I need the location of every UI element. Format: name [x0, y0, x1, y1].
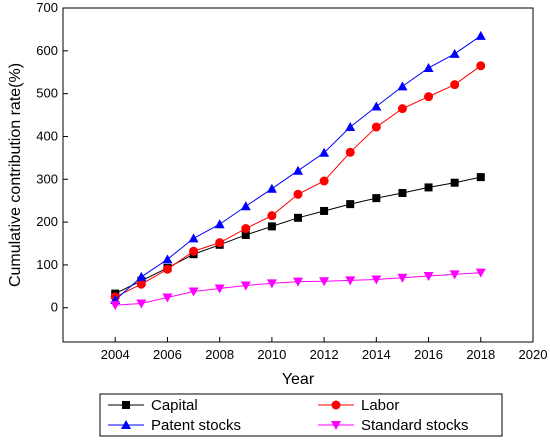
data-point	[423, 62, 434, 72]
data-point	[188, 233, 199, 243]
data-point	[371, 101, 382, 111]
data-point	[293, 165, 303, 175]
data-point	[346, 200, 355, 209]
legend-label: Capital	[151, 397, 198, 414]
data-point	[397, 273, 408, 283]
x-tick-label: 2018	[466, 347, 495, 362]
data-point	[214, 219, 225, 229]
data-point	[188, 287, 199, 297]
data-point	[266, 183, 277, 193]
axis-ticks: 2004 2006 2008 2010 2012 2014 2016 2018 2020 0 100…	[36, 0, 547, 362]
data-point	[241, 224, 251, 234]
data-point	[449, 48, 460, 58]
data-point	[475, 30, 486, 40]
data-point	[136, 279, 146, 289]
data-point	[136, 271, 147, 281]
data-point	[240, 201, 251, 211]
y-tick-label: 0	[51, 300, 58, 315]
legend-marker	[331, 400, 341, 410]
x-tick-label: 2010	[257, 347, 286, 362]
data-point	[372, 194, 381, 203]
data-point	[110, 301, 121, 311]
data-point	[398, 188, 407, 197]
data-point	[214, 284, 225, 294]
data-point	[345, 276, 356, 286]
legend-label: Labor	[361, 397, 399, 414]
data-point	[371, 275, 382, 285]
data-point	[189, 246, 199, 256]
series-line	[115, 272, 481, 306]
series-1	[110, 61, 486, 302]
data-point	[162, 254, 173, 264]
legend-item: Patent stocks	[108, 417, 241, 434]
data-point	[294, 213, 302, 222]
x-axis-title: Year	[282, 371, 315, 388]
x-tick-label: 2006	[153, 347, 182, 362]
y-tick-label: 200	[36, 214, 58, 229]
data-point	[136, 299, 147, 309]
legend-marker	[331, 421, 341, 430]
x-tick-label: 2020	[519, 347, 548, 362]
legend-item: Capital	[108, 397, 198, 414]
y-tick-label: 300	[36, 171, 58, 186]
data-point	[319, 147, 330, 157]
series-layer	[110, 30, 486, 311]
y-tick-label: 700	[36, 0, 58, 15]
x-tick-label: 2004	[101, 347, 130, 362]
legend-marker	[122, 401, 130, 409]
legend-label: Standard stocks	[361, 417, 469, 434]
data-point	[162, 264, 172, 274]
legend: Capital Labor Patent stocks Standard stocks	[99, 393, 503, 437]
y-axis-title: Cumulative contribution rate(%)	[7, 63, 24, 287]
data-point	[320, 206, 329, 215]
data-point	[266, 279, 277, 289]
data-point	[371, 122, 381, 132]
data-point	[449, 270, 460, 280]
data-point	[241, 230, 250, 239]
data-point	[397, 104, 407, 114]
y-tick-label: 600	[36, 43, 58, 58]
data-point	[345, 147, 355, 157]
data-point	[424, 183, 433, 192]
data-point	[450, 80, 460, 90]
data-point	[293, 189, 303, 199]
data-point	[267, 211, 277, 221]
data-point	[423, 272, 434, 282]
data-point	[424, 92, 434, 102]
x-tick-label: 2012	[310, 347, 339, 362]
y-tick-label: 400	[36, 128, 58, 143]
data-point	[397, 81, 408, 91]
y-tick-label: 500	[36, 86, 58, 101]
data-point	[240, 281, 251, 291]
legend-item: Labor	[318, 397, 399, 414]
data-point	[475, 268, 486, 278]
data-point	[476, 61, 486, 71]
x-tick-label: 2008	[205, 347, 234, 362]
legend-item: Standard stocks	[318, 417, 469, 434]
series-2	[110, 30, 486, 305]
legend-box	[99, 393, 503, 437]
data-point	[476, 173, 485, 182]
legend-marker	[121, 420, 131, 429]
data-point	[267, 222, 276, 231]
series-3	[110, 268, 486, 311]
plot-frame	[62, 7, 534, 343]
data-point	[162, 293, 173, 303]
legend-label: Patent stocks	[151, 417, 241, 434]
y-tick-label: 100	[36, 257, 58, 272]
data-point	[345, 122, 356, 132]
plot-area-border	[62, 7, 534, 343]
data-point	[293, 277, 303, 287]
data-point	[319, 277, 330, 287]
x-tick-label: 2014	[362, 347, 391, 362]
x-tick-label: 2016	[414, 347, 443, 362]
data-point	[215, 238, 225, 248]
data-point	[319, 176, 329, 186]
data-point	[450, 178, 459, 187]
